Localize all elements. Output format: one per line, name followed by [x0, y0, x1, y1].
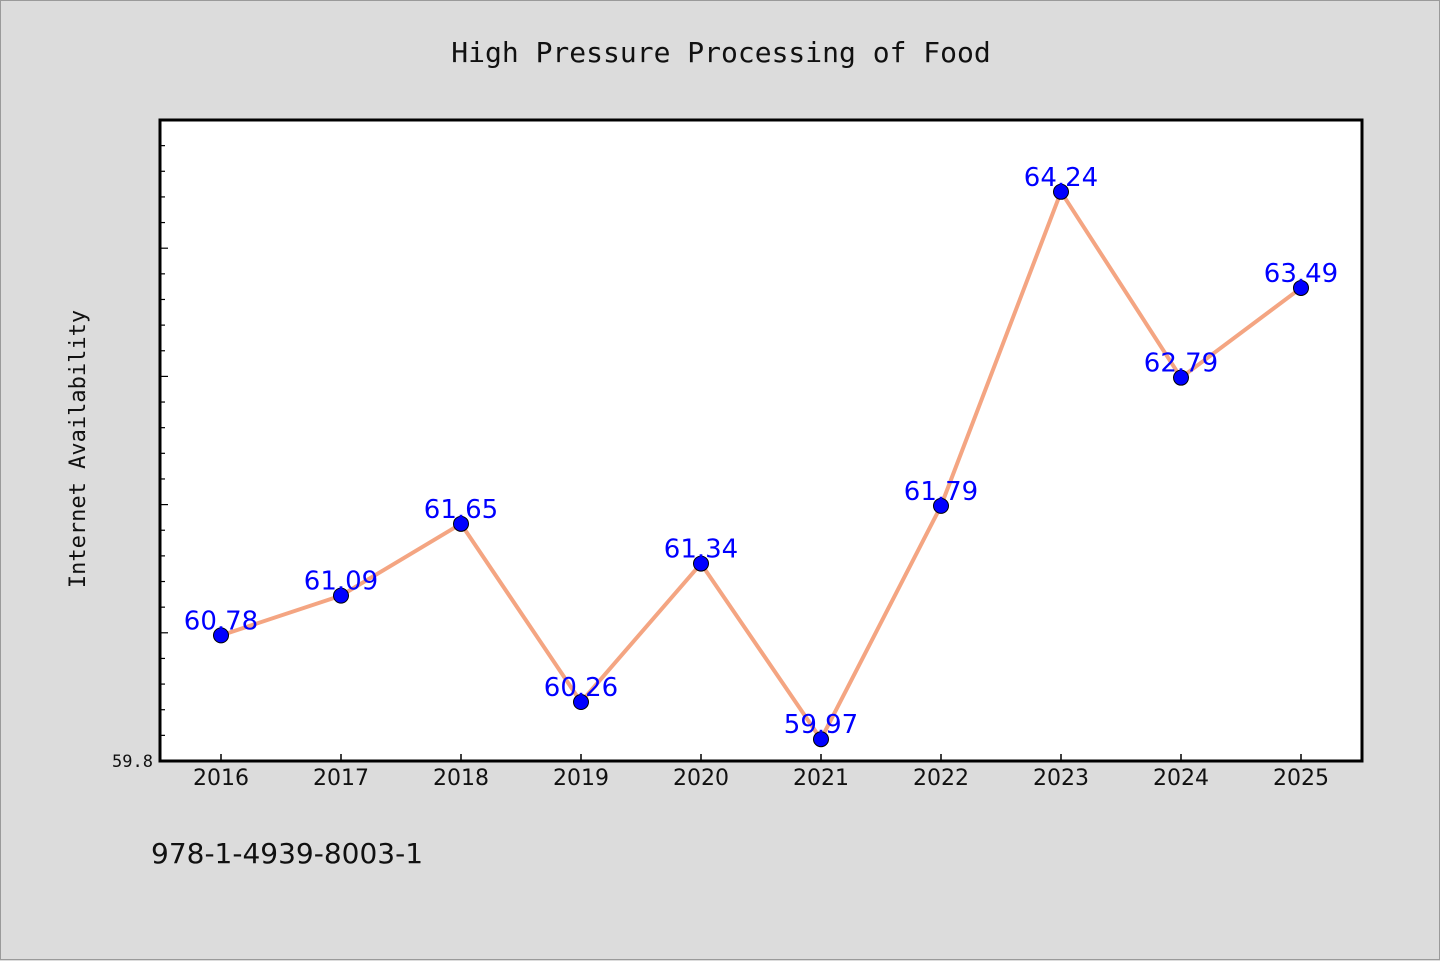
data-point: [693, 555, 709, 572]
x-tick-label: 2025: [1273, 766, 1329, 791]
data-point: [933, 497, 949, 514]
data-label: 60.78: [184, 606, 258, 636]
data-label: 61.09: [304, 567, 378, 597]
data-label: 63.49: [1264, 259, 1338, 289]
data-point: [573, 694, 589, 711]
data-point: [1173, 369, 1189, 386]
data-label: 60.26: [544, 673, 618, 703]
chart-title: High Pressure Processing of Food: [451, 36, 990, 69]
data-label: 61.34: [664, 535, 738, 565]
data-label: 59.97: [784, 710, 858, 740]
y-tick-label: 59.8: [112, 752, 153, 772]
isbn-text: 978-1-4939-8003-1: [151, 837, 423, 870]
data-label: 61.79: [904, 477, 978, 507]
data-point: [333, 587, 349, 604]
x-tick-label: 2023: [1033, 766, 1089, 791]
data-point: [813, 731, 829, 748]
x-tick-label: 2018: [433, 766, 489, 791]
data-label: 61.65: [424, 495, 498, 525]
y-axis-label: Internet Availability: [66, 310, 91, 588]
data-label: 64.24: [1024, 163, 1098, 193]
x-tick-label: 2016: [193, 766, 249, 791]
data-point: [453, 515, 469, 532]
x-axis-ticks: 2016 2017 2018 2019 2020 2021 2022 2023 2024 2025: [193, 754, 1329, 791]
x-tick-label: 2020: [673, 766, 729, 791]
data-point: [1053, 183, 1069, 200]
x-tick-label: 2024: [1153, 766, 1209, 791]
x-tick-label: 2019: [553, 766, 609, 791]
plot-area: [160, 120, 1362, 761]
plot-frame: [158, 118, 1364, 763]
data-point: [1293, 279, 1309, 296]
data-point: [213, 627, 229, 644]
x-tick-label: 2017: [313, 766, 369, 791]
x-tick-label: 2022: [913, 766, 969, 791]
data-series: [213, 183, 1309, 748]
data-label: 62.79: [1144, 349, 1218, 379]
data-labels: 60.78 61.09 61.65 60.26 61.34 59.97 61.79 64.24…: [184, 163, 1338, 740]
x-tick-label: 2021: [793, 766, 849, 791]
series-line: [219, 189, 1303, 742]
